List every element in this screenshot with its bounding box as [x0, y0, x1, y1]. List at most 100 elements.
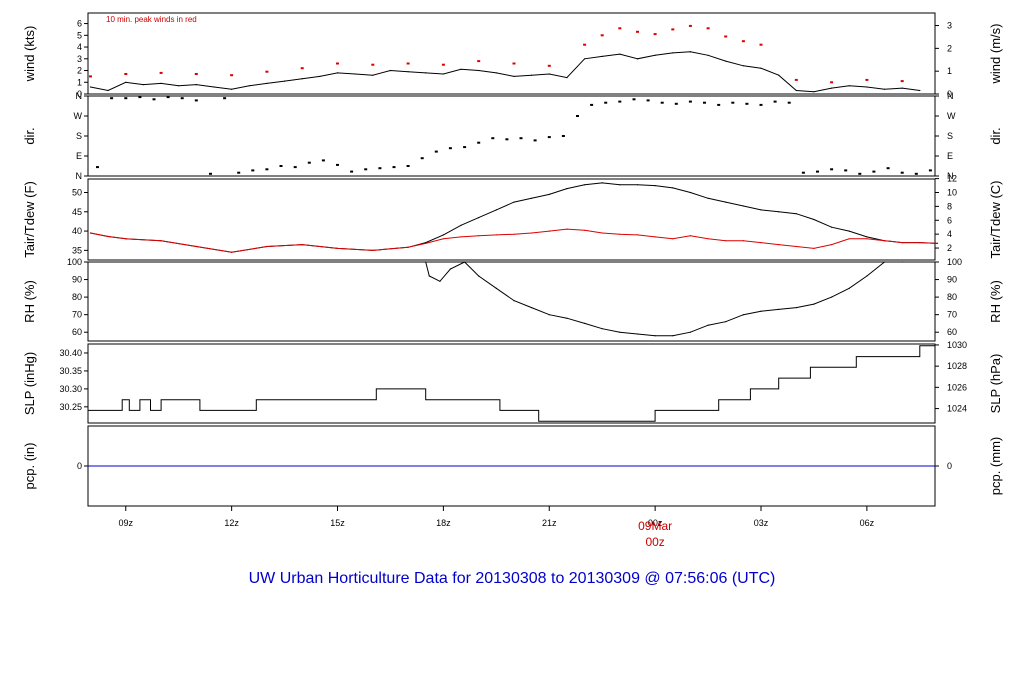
wind-data-point — [194, 73, 198, 75]
dir-data-point — [110, 97, 114, 100]
wind-data-point — [584, 58, 586, 60]
right-tick-label: 1024 — [947, 404, 967, 414]
temp-data-point — [619, 233, 621, 235]
x-tick-label: 21z — [542, 518, 557, 528]
rh-data-point — [636, 333, 639, 335]
left-tick-label: 40 — [72, 226, 82, 236]
dir-data-point — [886, 167, 890, 170]
dir-data-point — [830, 168, 834, 171]
left-tick-label: 30.25 — [59, 402, 82, 412]
right-tick-label: 0 — [947, 89, 952, 99]
right-tick-label: 8 — [947, 201, 952, 211]
left-tick-label: 80 — [72, 292, 82, 302]
temp-data-point — [89, 232, 92, 234]
wind-data-point — [689, 51, 692, 53]
temp-data-point — [707, 197, 709, 199]
right-tick-label: 6 — [947, 215, 952, 225]
left-tick-label: 30.35 — [59, 366, 82, 376]
dir-data-point — [194, 99, 198, 102]
wind-series-1 — [89, 24, 904, 84]
temp-data-point — [195, 245, 197, 248]
pcp-series-0 — [87, 465, 936, 467]
left-tick-label: W — [74, 111, 83, 121]
temp-data-point — [689, 191, 692, 194]
right-tick-label: 2 — [947, 243, 952, 253]
wind-data-point — [265, 70, 269, 73]
right-tick-label: 3 — [947, 21, 952, 31]
wind-annotation: 10 min. peak winds in red — [106, 15, 197, 24]
x-tick-label: 12z — [224, 518, 239, 528]
temp-data-point — [672, 187, 674, 189]
rh-data-point — [584, 322, 586, 324]
rh-data-point — [848, 287, 850, 289]
temp-data-point — [689, 235, 692, 237]
rh-data-point — [813, 303, 815, 305]
rh-data-point — [495, 287, 497, 289]
y-axis-label-left: SLP (inHg) — [22, 352, 37, 415]
wind-data-point — [407, 71, 409, 73]
y-axis-label-right: pcp. (mm) — [988, 437, 1003, 496]
temp-data-point — [795, 213, 797, 215]
panel-slp: 30.25 30.30 30.35 30.40 1024 1026 1028 1030 SLP … — [22, 340, 1003, 424]
wind-data-point — [284, 80, 286, 82]
wind-data-point — [301, 78, 303, 80]
left-tick-label: 35 — [72, 245, 82, 255]
right-tick-label: 100 — [947, 257, 962, 267]
rh-data-point — [654, 335, 656, 337]
left-tick-label: S — [76, 131, 82, 141]
left-tick-label: 2 — [77, 66, 82, 76]
right-tick-label: N — [947, 171, 954, 181]
dir-data-point — [858, 172, 862, 175]
x-tick-label: 09z — [119, 518, 134, 528]
temp-data-point — [495, 209, 497, 211]
dir-data-point — [321, 159, 325, 162]
figure-title: UW Urban Horticulture Data for 20130308 … — [249, 570, 776, 587]
temp-data-point — [725, 240, 727, 242]
dir-data-point — [731, 101, 735, 104]
left-tick-label: E — [76, 151, 82, 161]
right-tick-label: 1 — [947, 66, 952, 76]
wind-data-point — [672, 52, 674, 54]
wind-data-point — [512, 62, 516, 65]
temp-series-1 — [89, 228, 939, 253]
left-tick-label: N — [76, 171, 83, 181]
dir-data-point — [491, 137, 495, 140]
wind-data-point — [760, 67, 762, 69]
right-tick-label: 12 — [947, 174, 957, 184]
dir-data-point — [561, 135, 565, 137]
temp-data-point — [636, 234, 639, 236]
temp-data-point — [301, 244, 303, 246]
wind-data-point — [371, 63, 375, 66]
temp-data-point — [707, 238, 709, 240]
temp-data-point — [513, 233, 515, 235]
dir-data-point — [519, 137, 523, 140]
wind-data-point — [600, 34, 604, 37]
wind-data-point — [213, 86, 215, 88]
right-tick-label: 0 — [947, 461, 952, 471]
temp-data-point — [742, 205, 745, 207]
rh-series-0 — [425, 261, 903, 337]
y-axis-label-right: dir. — [988, 127, 1003, 144]
dir-data-point — [590, 103, 594, 106]
right-tick-label: 1028 — [947, 361, 967, 371]
wind-data-point — [89, 75, 92, 78]
wind-data-point — [724, 35, 728, 38]
pcp-data-point — [87, 465, 89, 467]
rh-data-point — [513, 300, 515, 302]
temp-data-point — [548, 193, 550, 195]
wind-data-point — [460, 68, 462, 70]
wind-data-point — [741, 40, 745, 43]
wind-data-point — [354, 73, 356, 75]
wind-data-point — [707, 54, 709, 56]
left-tick-label: 70 — [72, 310, 82, 320]
right-tick-label: W — [947, 111, 956, 121]
dir-data-point — [209, 172, 212, 175]
temp-data-point — [848, 238, 850, 240]
temp-data-point — [795, 245, 797, 248]
right-tick-label: 70 — [947, 310, 957, 320]
temp-data-point — [160, 240, 162, 242]
temp-data-point — [901, 242, 903, 244]
x-tick-label: 03z — [754, 518, 769, 528]
temp-data-point — [601, 182, 603, 184]
dir-data-point — [505, 138, 509, 141]
